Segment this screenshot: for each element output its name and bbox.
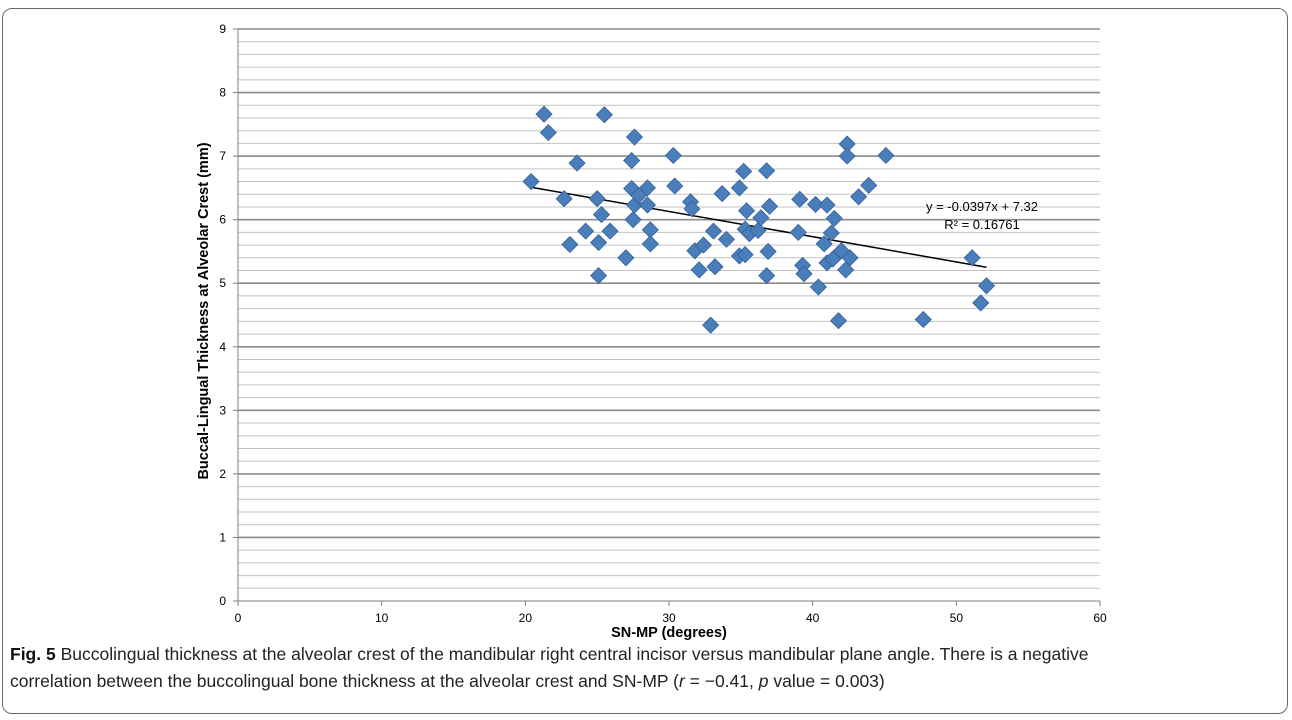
caption-line-1: Fig. 5 Buccolingual thickness at the alv… xyxy=(10,641,1270,668)
x-axis-title: SN-MP (degrees) xyxy=(611,625,727,640)
data-point xyxy=(749,221,767,240)
figure-frame xyxy=(2,8,1288,714)
y-tick-label: 2 xyxy=(219,467,226,481)
x-tick-label: 60 xyxy=(1093,611,1107,625)
data-point xyxy=(758,267,776,285)
data-point xyxy=(822,224,840,242)
data-point xyxy=(791,190,809,208)
tick-labels: 0 1 2 3 4 5 6 7 8 9 0 10 20 30 40 50 60 xyxy=(219,22,1107,625)
figure-label: Fig. 5 xyxy=(10,644,56,664)
data-point xyxy=(713,185,731,203)
data-point xyxy=(829,312,848,330)
data-point xyxy=(535,105,553,123)
x-tick-label: 30 xyxy=(662,611,676,625)
x-tick-label: 20 xyxy=(519,611,533,625)
figure-caption: Fig. 5 Buccolingual thickness at the alv… xyxy=(10,641,1270,695)
y-tick-label: 0 xyxy=(219,594,226,608)
data-point xyxy=(625,128,644,146)
data-point xyxy=(555,190,573,208)
data-point xyxy=(795,265,813,283)
data-point xyxy=(624,211,642,229)
data-point xyxy=(561,235,579,254)
data-point xyxy=(730,179,748,197)
data-point xyxy=(736,246,754,264)
y-tick-label: 8 xyxy=(219,86,226,100)
data-point xyxy=(815,235,833,253)
data-point xyxy=(738,202,756,220)
data-point xyxy=(809,278,827,296)
trendline-r-squared: R² = 0.16761 xyxy=(944,217,1020,232)
axes xyxy=(233,28,1101,606)
data-point xyxy=(759,242,777,261)
data-point xyxy=(690,261,708,279)
caption-text-2: correlation between the buccolingual bon… xyxy=(10,671,679,691)
y-tick-label: 5 xyxy=(219,276,226,290)
p-symbol: p xyxy=(758,671,769,691)
grid-lines xyxy=(238,28,1100,589)
y-axis-title: Buccal-Lingual Thickness at Alveolar Cre… xyxy=(196,142,212,479)
y-tick-label: 9 xyxy=(219,22,226,36)
trendline-equation: y = -0.0397x + 7.32 xyxy=(926,199,1038,214)
data-point xyxy=(664,146,682,165)
data-point xyxy=(577,222,595,240)
data-point xyxy=(638,179,657,197)
x-tick-label: 10 xyxy=(375,611,389,625)
data-point xyxy=(568,154,586,172)
data-point xyxy=(761,197,779,215)
data-point xyxy=(694,236,713,254)
data-point xyxy=(590,233,608,252)
data-point xyxy=(539,124,557,142)
r-value: = −0.41, xyxy=(684,671,759,691)
data-point xyxy=(860,176,878,194)
data-point xyxy=(963,249,981,267)
data-point xyxy=(806,195,825,213)
data-point xyxy=(617,249,635,267)
data-point xyxy=(638,196,657,214)
data-point xyxy=(706,258,724,276)
data-point xyxy=(641,235,659,253)
data-point xyxy=(914,310,932,329)
data-point xyxy=(683,200,701,218)
data-point xyxy=(588,190,606,208)
data-point xyxy=(595,106,613,124)
x-tick-label: 40 xyxy=(806,611,820,625)
data-point xyxy=(977,277,996,295)
data-point xyxy=(818,196,836,214)
data-point xyxy=(789,223,807,241)
data-point xyxy=(717,230,736,248)
data-point xyxy=(666,177,684,195)
data-points xyxy=(522,105,996,334)
data-point xyxy=(590,267,608,285)
caption-text-1: Buccolingual thickness at the alveolar c… xyxy=(60,644,1089,664)
data-point xyxy=(758,162,776,180)
data-point xyxy=(704,222,723,240)
y-tick-label: 7 xyxy=(219,149,226,163)
data-point xyxy=(877,146,895,165)
data-point xyxy=(838,147,856,165)
x-tick-label: 50 xyxy=(950,611,964,625)
data-point xyxy=(623,151,641,170)
caption-line-2: correlation between the buccolingual bon… xyxy=(10,668,1270,695)
y-tick-label: 1 xyxy=(219,530,226,544)
data-point xyxy=(825,209,843,227)
data-point xyxy=(832,242,850,260)
p-value: value = 0.003) xyxy=(768,671,885,691)
x-tick-label: 0 xyxy=(235,611,242,625)
r-symbol: r xyxy=(678,671,685,691)
y-tick-label: 3 xyxy=(219,403,226,417)
y-tick-label: 6 xyxy=(219,213,226,227)
data-point xyxy=(522,172,540,191)
data-point xyxy=(735,162,753,180)
data-point xyxy=(824,250,842,268)
data-point xyxy=(752,209,770,227)
data-point xyxy=(702,316,720,334)
data-point xyxy=(972,294,990,312)
data-point xyxy=(601,222,619,240)
y-tick-label: 4 xyxy=(219,340,226,354)
data-point xyxy=(592,206,611,224)
data-point xyxy=(850,188,868,206)
data-point xyxy=(841,249,859,267)
